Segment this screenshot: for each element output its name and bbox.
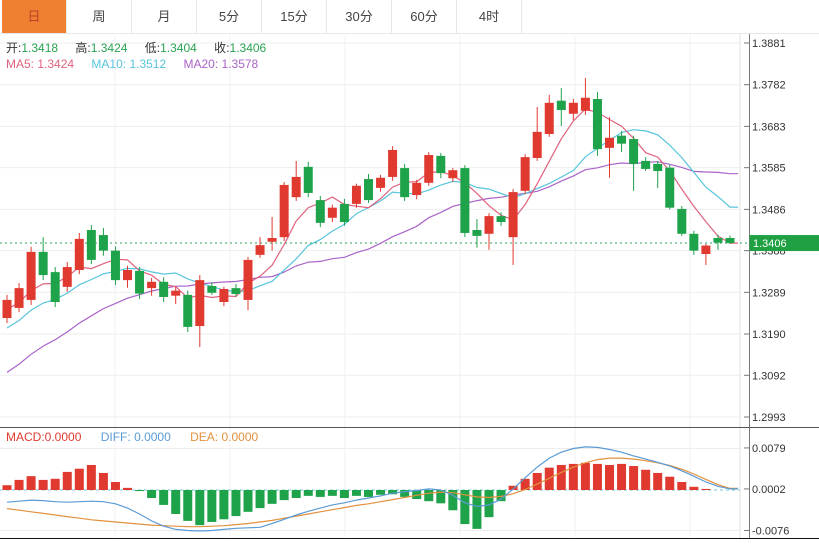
axis-tick-label: 0.0079 (752, 443, 786, 455)
low-label: 低: (144, 41, 161, 55)
ma20-label: MA20: (183, 57, 219, 71)
current-price-label: 1.3406 (753, 238, 787, 250)
period-tabbar: 日 周 月 5分 15分 30分 60分 4时 (0, 0, 819, 34)
dea-line (6, 457, 738, 528)
ma-lines (6, 108, 738, 373)
panel-borders (0, 34, 819, 539)
current-price-badge: 1.3406 (749, 235, 819, 252)
tab-week[interactable]: 周 (67, 0, 132, 33)
ohlc-readout: 开:1.3418 高:1.3424 低:1.3404 收:1.3406 (6, 39, 280, 56)
macd-label: MACD: (6, 430, 45, 444)
axis-tick-label: 1.3585 (752, 163, 786, 175)
ma5-label: MA5: (6, 57, 35, 71)
ma20-line (6, 161, 738, 373)
ma10-line (6, 129, 738, 329)
tab-15min[interactable]: 15分 (262, 0, 327, 33)
ma20-value: 1.3578 (221, 57, 259, 71)
axis-tick-label: 1.3782 (752, 80, 786, 92)
close-label: 收: (214, 41, 230, 55)
macd-histogram (2, 462, 711, 529)
diff-value: 0.0000 (134, 430, 171, 444)
axis-tick-label: 1.3190 (752, 329, 786, 341)
macd-value: 0.0000 (44, 430, 82, 444)
axis-tick-label: -0.0076 (752, 525, 789, 537)
axis-tick-label: 1.3486 (752, 204, 786, 216)
tab-4hour[interactable]: 4时 (457, 0, 522, 33)
ma5-line (6, 108, 738, 310)
macd-lines (6, 446, 738, 532)
axis-tick-label: 1.3881 (752, 38, 786, 50)
tab-5min[interactable]: 5分 (197, 0, 262, 33)
low-value: 1.3404 (160, 41, 197, 55)
gridlines (0, 34, 741, 538)
high-label: 高: (75, 41, 91, 55)
axis-tick-label: 0.0002 (752, 484, 786, 496)
tab-30min[interactable]: 30分 (327, 0, 392, 33)
diff-line (6, 446, 738, 532)
axis-tick-label: 1.2993 (752, 412, 786, 424)
axis-tick-label: 1.3289 (752, 287, 786, 299)
axis-tick-label: 1.3092 (752, 370, 786, 382)
axis-tick-label: 1.3683 (752, 121, 786, 133)
ma5-value: 1.3424 (37, 57, 75, 71)
ma10-label: MA10: (91, 57, 127, 71)
candles (2, 77, 735, 348)
ma-readout: MA5: 1.3424 MA10: 1.3512 MA20: 1.3578 (6, 57, 272, 71)
close-value: 1.3406 (229, 41, 267, 55)
open-value: 1.3418 (21, 41, 59, 55)
tab-day[interactable]: 日 (2, 0, 67, 33)
price-axis: 1.38811.37821.36831.35851.34861.33881.32… (744, 38, 789, 537)
dea-value: 0.0000 (221, 430, 259, 444)
macd-readout: MACD:0.0000 DIFF: 0.0000 DEA: 0.0000 (6, 430, 258, 444)
diff-label: DIFF: (100, 430, 131, 444)
high-value: 1.3424 (90, 41, 128, 55)
tab-60min[interactable]: 60分 (392, 0, 457, 33)
ma10-value: 1.3512 (129, 57, 167, 71)
open-label: 开: (6, 41, 22, 55)
tab-month[interactable]: 月 (132, 0, 197, 33)
dea-label: DEA: (190, 430, 219, 444)
